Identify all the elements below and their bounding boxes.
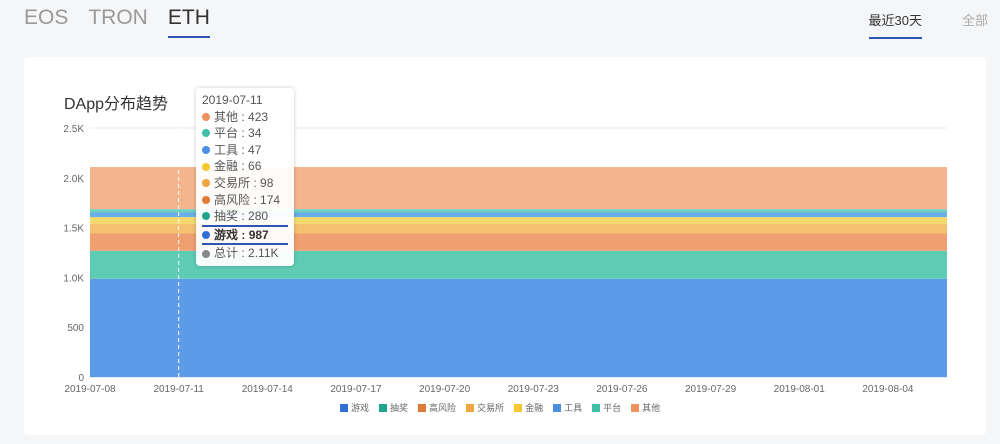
tooltip-series-name: 金融 <box>214 159 239 174</box>
area-3 <box>90 223 947 234</box>
tooltip-series-name: 交易所 <box>214 175 251 190</box>
tooltip-series-name: 工具 <box>214 142 239 157</box>
tooltip-series-value: 66 <box>248 159 262 174</box>
legend-label: 高风险 <box>429 403 457 413</box>
legend-label: 平台 <box>603 403 622 413</box>
area-4 <box>90 217 947 224</box>
legend-swatch-icon <box>340 403 348 412</box>
x-tick-label: 2019-07-23 <box>508 384 560 395</box>
tab-eos[interactable]: EOS <box>24 6 69 29</box>
y-tick-label: 2.0K <box>63 174 84 185</box>
series-dot-icon <box>202 212 210 221</box>
tooltip-row: 交易所 : 98 <box>202 175 288 192</box>
legend-swatch-icon <box>592 403 601 412</box>
tooltip-row: 工具 : 47 <box>202 142 288 159</box>
legend-label: 抽奖 <box>390 403 409 413</box>
legend-item[interactable]: 交易所 <box>466 401 504 414</box>
tooltip-series-name: 抽奖 <box>214 209 239 224</box>
x-tick-label: 2019-08-01 <box>774 384 826 395</box>
tooltip-series-value: 423 <box>248 109 269 124</box>
area-1 <box>90 250 947 279</box>
y-tick-label: 2.5K <box>63 124 84 135</box>
x-tick-label: 2019-08-04 <box>862 384 914 395</box>
tooltip-series-name: 平台 <box>214 126 239 141</box>
legend-item[interactable]: 游戏 <box>340 401 369 414</box>
range-option-0[interactable]: 最近30天 <box>868 10 922 39</box>
series-dot-icon <box>202 146 210 155</box>
series-dot-icon <box>202 129 210 138</box>
tooltip-row: 其他 : 423 <box>202 109 288 126</box>
total-dot-icon <box>202 249 210 258</box>
legend-item[interactable]: 平台 <box>592 401 621 414</box>
legend-swatch-icon <box>553 403 562 412</box>
area-2 <box>90 233 947 251</box>
legend-label: 交易所 <box>477 403 505 413</box>
x-tick-label: 2019-07-11 <box>153 384 204 395</box>
tooltip-row: 游戏 : 987 <box>202 224 288 246</box>
legend-swatch-icon <box>466 403 475 412</box>
chart-title: DApp分布趋势 <box>64 96 169 113</box>
total-label: 总计 <box>214 246 239 261</box>
tooltip-date: 2019-07-11 <box>202 93 263 107</box>
tooltip-total: 总计 : 2.11K <box>202 245 288 262</box>
tab-eth[interactable]: ETH <box>167 6 210 38</box>
legend-swatch-icon <box>418 403 427 412</box>
tooltip-row: 高风险 : 174 <box>202 192 288 209</box>
legend-swatch-icon <box>631 403 640 412</box>
series-dot-icon <box>202 179 210 188</box>
legend-swatch-icon <box>514 403 523 412</box>
area-6 <box>90 209 947 213</box>
series-dot-icon <box>202 231 210 240</box>
legend-label: 工具 <box>564 403 583 413</box>
area-0 <box>90 278 947 377</box>
x-tick-label: 2019-07-14 <box>242 384 294 395</box>
tooltip-series-value: 174 <box>260 192 281 207</box>
tooltip-series-name: 游戏 <box>214 227 239 242</box>
tooltip-series-value: 98 <box>260 175 274 190</box>
tooltip-row: 平台 : 34 <box>202 125 288 142</box>
legend-label: 金融 <box>525 403 544 413</box>
legend-item[interactable]: 金融 <box>514 401 543 414</box>
legend-swatch-icon <box>379 403 388 412</box>
series-dot-icon <box>202 112 210 121</box>
legend-item[interactable]: 其他 <box>631 401 660 414</box>
x-tick-label: 2019-07-08 <box>64 384 116 395</box>
tooltip-series-value: 34 <box>248 126 262 141</box>
total-value: 2.11K <box>248 246 279 261</box>
series-dot-icon <box>202 195 210 204</box>
tooltip-row: 抽奖 : 280 <box>202 208 288 225</box>
area-5 <box>90 212 947 218</box>
legend-item[interactable]: 高风险 <box>418 401 456 414</box>
tooltip-series-value: 280 <box>248 209 269 224</box>
x-tick-label: 2019-07-20 <box>419 384 471 395</box>
tab-tron[interactable]: TRON <box>88 6 148 29</box>
tooltip-row: 金融 : 66 <box>202 158 288 175</box>
x-tick-label: 2019-07-17 <box>330 384 382 395</box>
legend-label: 游戏 <box>351 403 370 413</box>
chart-tooltip: 2019-07-11 其他 : 423 平台 : 34 工具 : 47 金融 : 66 交… <box>196 88 294 266</box>
series-dot-icon <box>202 162 210 171</box>
range-option-1[interactable]: 全部 <box>961 13 988 28</box>
chart-legend: 游戏 抽奖 高风险 交易所 金融 工具 平台 其他 <box>340 401 660 414</box>
y-tick-label: 1.0K <box>63 273 84 284</box>
tooltip-series-value: 987 <box>248 227 269 242</box>
x-tick-label: 2019-07-29 <box>685 384 737 395</box>
tooltip-series-name: 高风险 <box>214 192 251 207</box>
legend-label: 其他 <box>642 403 661 413</box>
legend-item[interactable]: 工具 <box>553 401 582 414</box>
x-tick-label: 2019-07-26 <box>596 384 648 395</box>
area-7 <box>90 166 947 210</box>
y-tick-label: 1.5K <box>63 224 84 235</box>
y-tick-label: 0 <box>78 373 84 384</box>
y-tick-label: 500 <box>67 323 84 334</box>
legend-item[interactable]: 抽奖 <box>379 401 408 414</box>
tooltip-series-value: 47 <box>248 142 262 157</box>
tooltip-series-name: 其他 <box>214 109 239 124</box>
